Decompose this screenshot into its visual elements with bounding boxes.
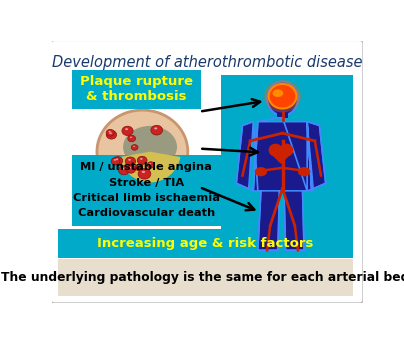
Ellipse shape — [140, 158, 143, 160]
Ellipse shape — [131, 144, 138, 150]
Ellipse shape — [111, 158, 120, 165]
Ellipse shape — [149, 163, 151, 165]
Ellipse shape — [130, 137, 132, 138]
Ellipse shape — [109, 132, 112, 134]
Ellipse shape — [255, 167, 267, 176]
Ellipse shape — [125, 157, 136, 166]
Ellipse shape — [113, 157, 123, 165]
Polygon shape — [236, 122, 253, 189]
Bar — [277, 105, 288, 118]
Ellipse shape — [106, 131, 117, 139]
Ellipse shape — [264, 80, 301, 113]
Bar — [221, 75, 354, 258]
Ellipse shape — [123, 126, 177, 168]
Text: Increasing age & risk factors: Increasing age & risk factors — [97, 237, 314, 250]
Ellipse shape — [135, 165, 143, 171]
Text: MI / unstable angina
Stroke / TIA
Critical limb ischaemia
Cardiovascular death: MI / unstable angina Stroke / TIA Critic… — [73, 163, 220, 218]
Ellipse shape — [137, 156, 147, 165]
Ellipse shape — [106, 130, 114, 136]
Ellipse shape — [273, 89, 283, 97]
Bar — [58, 229, 354, 258]
Ellipse shape — [154, 128, 157, 130]
Text: Development of atherothrombotic disease: Development of atherothrombotic disease — [52, 55, 362, 70]
Bar — [72, 70, 201, 108]
Wedge shape — [120, 152, 181, 183]
Ellipse shape — [133, 146, 135, 147]
Ellipse shape — [128, 159, 131, 161]
Ellipse shape — [97, 110, 188, 193]
Ellipse shape — [138, 169, 151, 179]
Ellipse shape — [147, 162, 155, 168]
Ellipse shape — [129, 167, 131, 169]
Ellipse shape — [108, 131, 111, 132]
Ellipse shape — [114, 159, 116, 161]
Ellipse shape — [126, 165, 136, 173]
Ellipse shape — [122, 168, 124, 170]
Text: The underlying pathology is the same for each arterial bed: The underlying pathology is the same for… — [1, 271, 404, 285]
Ellipse shape — [269, 84, 297, 108]
Ellipse shape — [298, 167, 310, 176]
Ellipse shape — [267, 82, 298, 116]
Polygon shape — [307, 122, 326, 189]
Polygon shape — [284, 191, 304, 250]
Polygon shape — [258, 191, 280, 250]
Ellipse shape — [269, 143, 282, 157]
Ellipse shape — [280, 143, 293, 157]
Ellipse shape — [116, 158, 118, 160]
Ellipse shape — [125, 128, 128, 130]
Ellipse shape — [138, 165, 140, 167]
Ellipse shape — [128, 135, 136, 142]
Polygon shape — [253, 122, 312, 191]
Ellipse shape — [118, 166, 129, 175]
Ellipse shape — [142, 171, 145, 173]
Text: Plaque rupture
& thrombosis: Plaque rupture & thrombosis — [80, 75, 193, 103]
Ellipse shape — [137, 166, 139, 167]
Ellipse shape — [122, 126, 133, 136]
Ellipse shape — [136, 164, 143, 170]
Polygon shape — [269, 152, 293, 164]
Bar — [72, 155, 221, 226]
FancyBboxPatch shape — [51, 40, 363, 303]
Bar — [58, 259, 354, 296]
Ellipse shape — [151, 125, 162, 135]
